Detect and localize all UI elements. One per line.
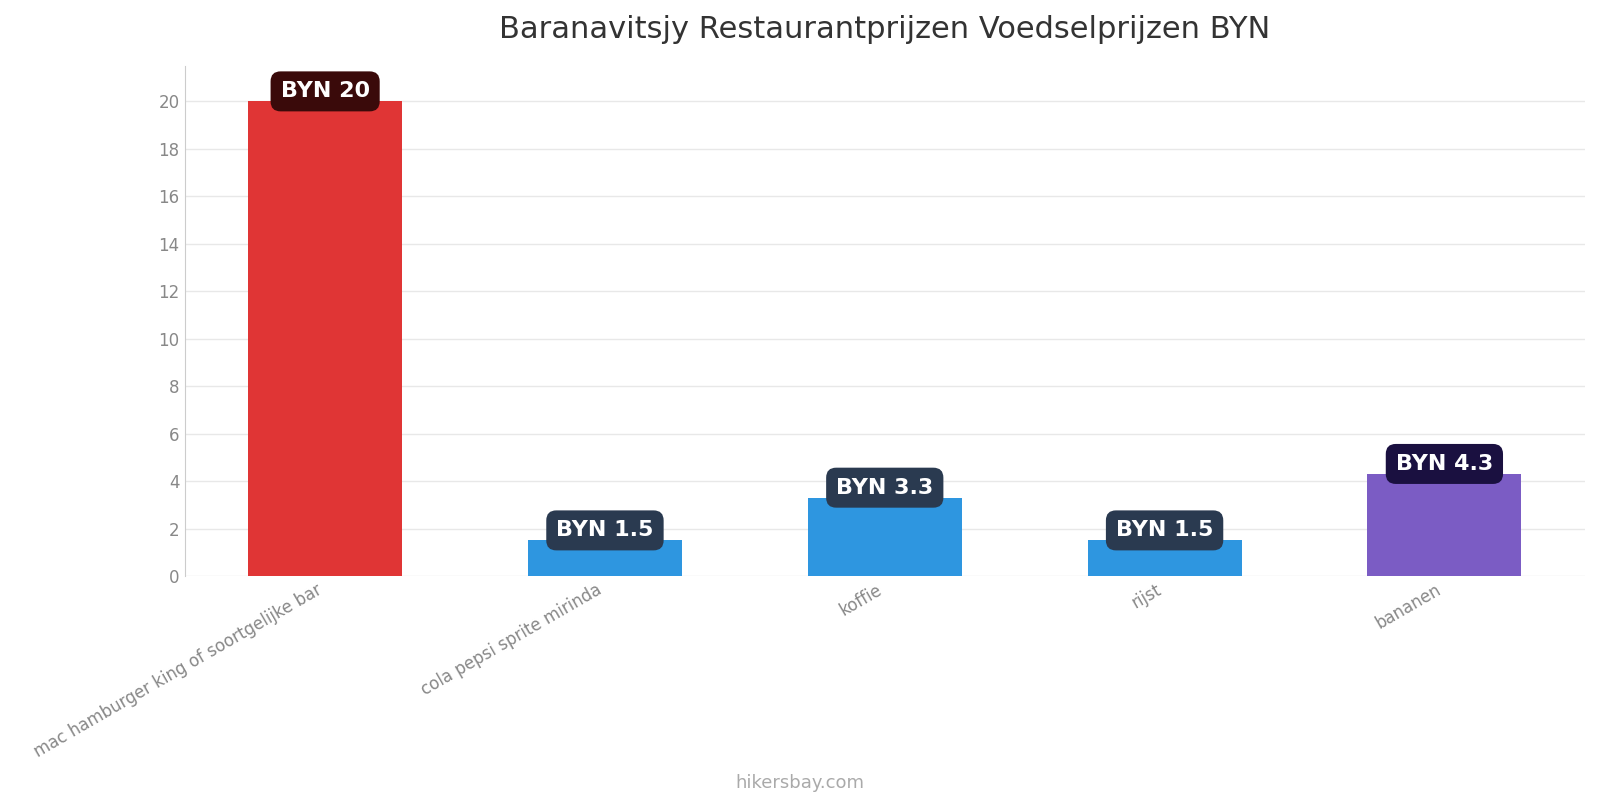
Bar — [528, 540, 682, 576]
Text: BYN 4.3: BYN 4.3 — [1395, 454, 1493, 474]
Title: Baranavitsjy Restaurantprijzen Voedselprijzen BYN: Baranavitsjy Restaurantprijzen Voedselpr… — [499, 15, 1270, 44]
Text: BYN 1.5: BYN 1.5 — [557, 520, 654, 540]
Bar — [1088, 540, 1242, 576]
Text: BYN 3.3: BYN 3.3 — [837, 478, 933, 498]
Text: BYN 20: BYN 20 — [280, 82, 370, 102]
Bar — [1368, 474, 1522, 576]
Text: BYN 1.5: BYN 1.5 — [1115, 520, 1213, 540]
Bar — [808, 498, 962, 576]
Text: hikersbay.com: hikersbay.com — [736, 774, 864, 792]
Bar — [248, 102, 402, 576]
